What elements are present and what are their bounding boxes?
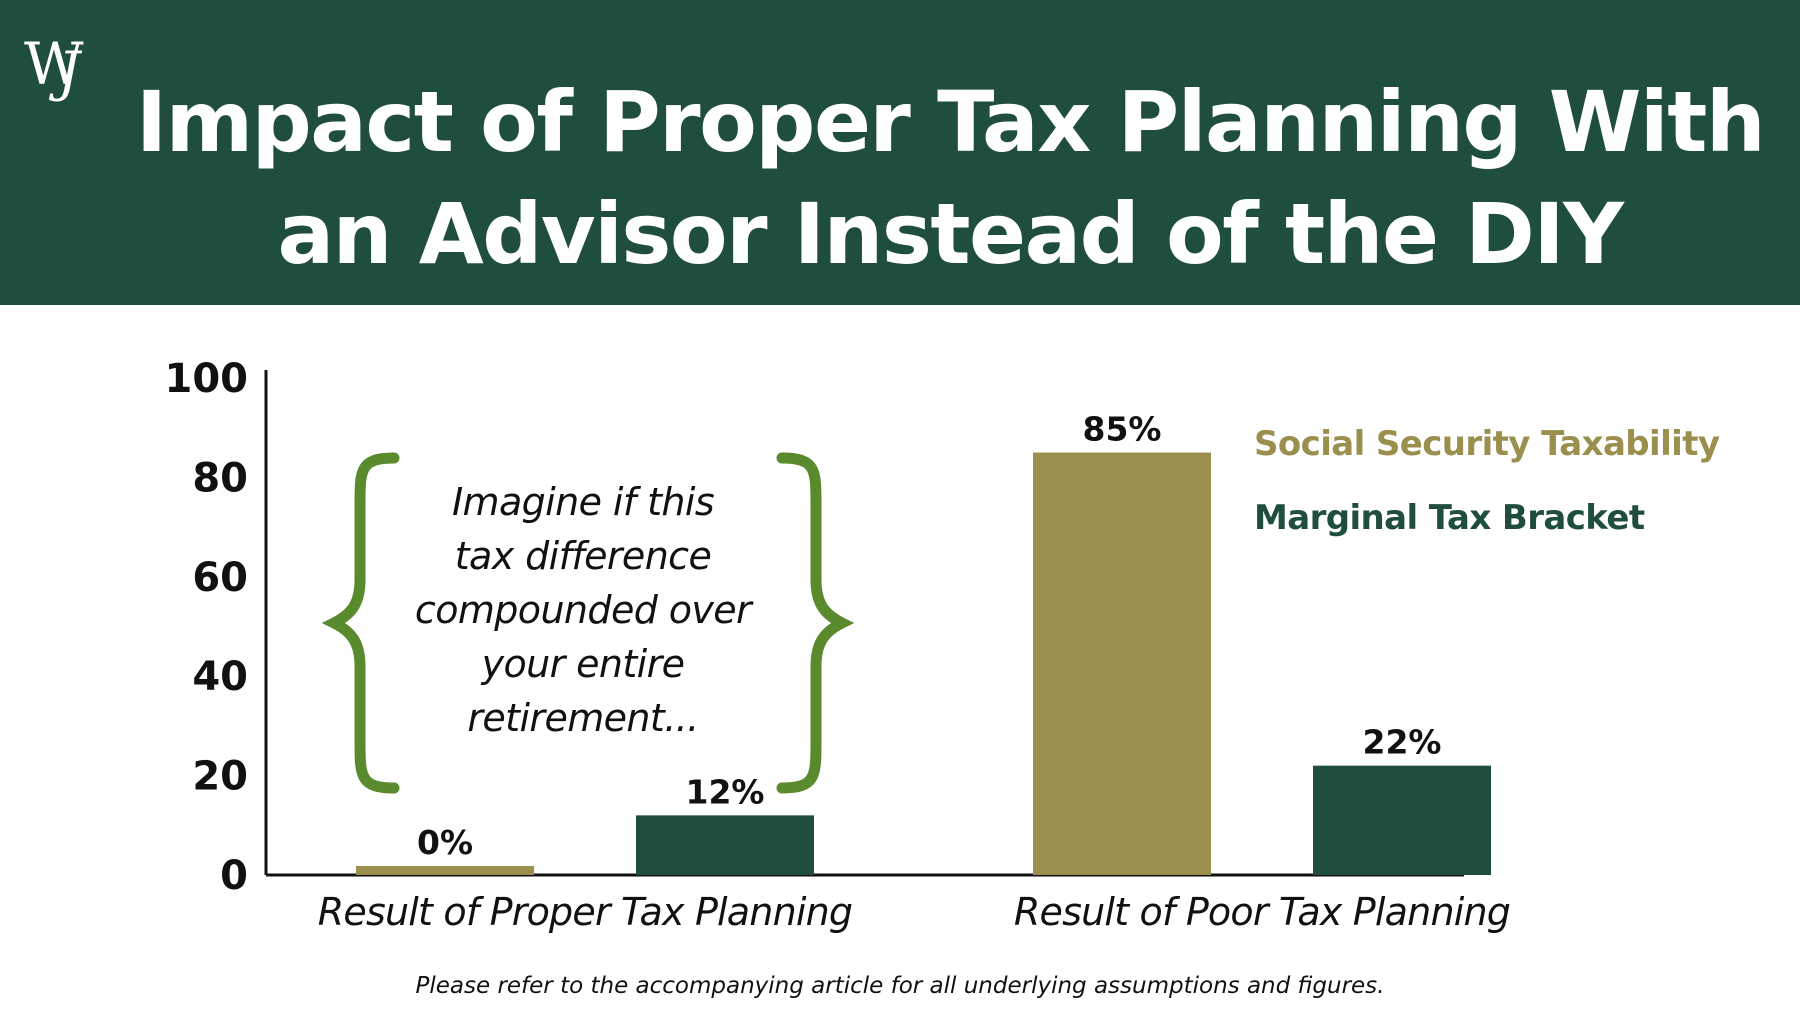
y-tick-label: 40 <box>192 654 248 700</box>
footnote: Please refer to the accompanying article… <box>415 973 1385 999</box>
bar-marginal-tax <box>1313 765 1491 875</box>
bar-marginal-tax <box>636 815 814 875</box>
x-category-label: Result of Poor Tax Planning <box>1014 890 1510 934</box>
y-tick-label: 20 <box>192 754 248 800</box>
data-label: 22% <box>1363 723 1442 762</box>
y-tick-label: 60 <box>192 555 248 601</box>
bar-social-security <box>1033 452 1211 875</box>
annotation-line: your entire <box>481 642 685 686</box>
y-tick-label: 80 <box>192 455 248 501</box>
bar-social-security <box>356 866 534 875</box>
right-brace <box>776 452 855 794</box>
data-label: 85% <box>1083 410 1162 449</box>
annotation-line: Imagine if this <box>452 480 714 524</box>
legend-entry: Marginal Tax Bracket <box>1254 498 1645 538</box>
data-label: 12% <box>686 772 765 811</box>
annotation-line: tax difference <box>455 534 712 578</box>
svg-text:W: W <box>24 30 84 98</box>
header-banner: W J Impact of Proper Tax Planning With a… <box>0 0 1800 395</box>
annotation-line: retirement... <box>467 696 698 740</box>
page-title: Impact of Proper Tax Planning With an Ad… <box>135 73 1766 395</box>
y-tick-label: 100 <box>165 356 249 402</box>
logo-icon: W J <box>24 30 84 103</box>
annotation-line: compounded over <box>415 588 754 632</box>
x-category-label: Result of Proper Tax Planning <box>318 890 852 934</box>
y-tick-label: 0 <box>220 853 248 899</box>
legend-entry: Social Security Taxability <box>1254 424 1720 464</box>
left-brace <box>321 452 400 794</box>
bar-chart: 0 20 40 60 80 100 0% 85% 12% 22% Result of Proper … <box>165 356 1721 934</box>
data-label: 0% <box>417 823 473 862</box>
